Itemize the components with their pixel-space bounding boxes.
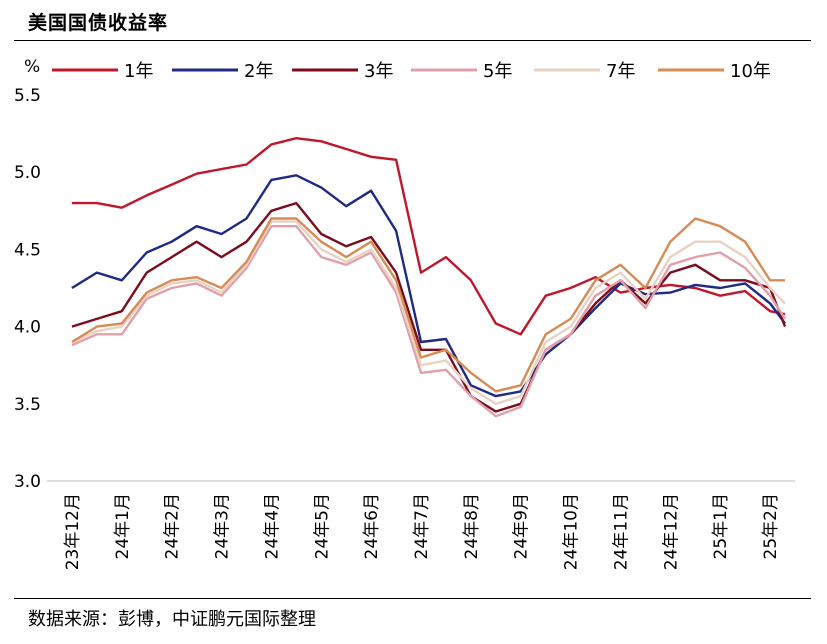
y-tick-label: 3.5 bbox=[14, 395, 41, 415]
series-line-1年 bbox=[71, 136, 786, 336]
x-tick-label: 24年11月 bbox=[611, 493, 631, 570]
series-line-2年 bbox=[71, 174, 786, 398]
y-axis: 3.0 3.5 4.0 4.5 5.0 5.5% bbox=[14, 57, 41, 492]
top-rule bbox=[14, 40, 811, 41]
y-tick-label: 4.0 bbox=[14, 318, 41, 338]
legend-label: 10年 bbox=[730, 61, 771, 82]
legend-label: 7年 bbox=[606, 61, 635, 82]
x-tick-label: 25年1月 bbox=[711, 493, 731, 559]
y-tick-label: 3.0 bbox=[14, 472, 41, 492]
y-tick-label: 5.5 bbox=[14, 86, 41, 106]
x-tick-label: 24年9月 bbox=[512, 493, 532, 559]
series-line-3年 bbox=[71, 201, 787, 413]
x-tick-label: 24年4月 bbox=[262, 493, 282, 559]
legend-label: 5年 bbox=[483, 61, 512, 82]
series-lines bbox=[71, 136, 787, 418]
x-tick-label: 24年7月 bbox=[412, 493, 432, 559]
x-axis: 23年12月 24年1月 24年2月 24年3月 24年4月 24年5月 24年6月 24年7… bbox=[47, 480, 795, 570]
y-unit-label: % bbox=[24, 57, 40, 77]
bottom-rule bbox=[14, 598, 811, 599]
x-tick-label: 24年10月 bbox=[562, 493, 582, 570]
chart-title: 美国国债收益率 bbox=[28, 12, 169, 34]
data-source-note: 数据来源：彭博，中证鹏元国际整理 bbox=[28, 609, 316, 630]
y-tick-label: 4.5 bbox=[14, 240, 41, 260]
line-chart: 1年 2年 3年 5年 7年 10年 3.0 3.5 4.0 4.5 5.0 5.5% 23年12月… bbox=[14, 57, 795, 570]
series-line-10年 bbox=[71, 217, 785, 393]
series-line-5年 bbox=[71, 224, 787, 418]
legend-label: 3年 bbox=[364, 61, 393, 82]
x-tick-label: 24年3月 bbox=[213, 493, 233, 559]
x-tick-label: 24年1月 bbox=[113, 493, 133, 559]
x-tick-label: 24年8月 bbox=[462, 493, 482, 559]
legend: 1年 2年 3年 5年 7年 10年 bbox=[52, 61, 771, 82]
legend-label: 1年 bbox=[124, 61, 153, 82]
x-tick-label: 24年5月 bbox=[312, 493, 332, 559]
x-tick-label: 25年2月 bbox=[761, 493, 781, 559]
y-tick-label: 5.0 bbox=[14, 163, 41, 183]
series-line-7年 bbox=[71, 220, 786, 405]
x-tick-label: 24年6月 bbox=[362, 493, 382, 559]
legend-label: 2年 bbox=[244, 61, 273, 82]
x-tick-label: 24年2月 bbox=[163, 493, 183, 559]
x-tick-label: 23年12月 bbox=[63, 493, 83, 570]
x-tick-label: 24年12月 bbox=[661, 493, 681, 570]
